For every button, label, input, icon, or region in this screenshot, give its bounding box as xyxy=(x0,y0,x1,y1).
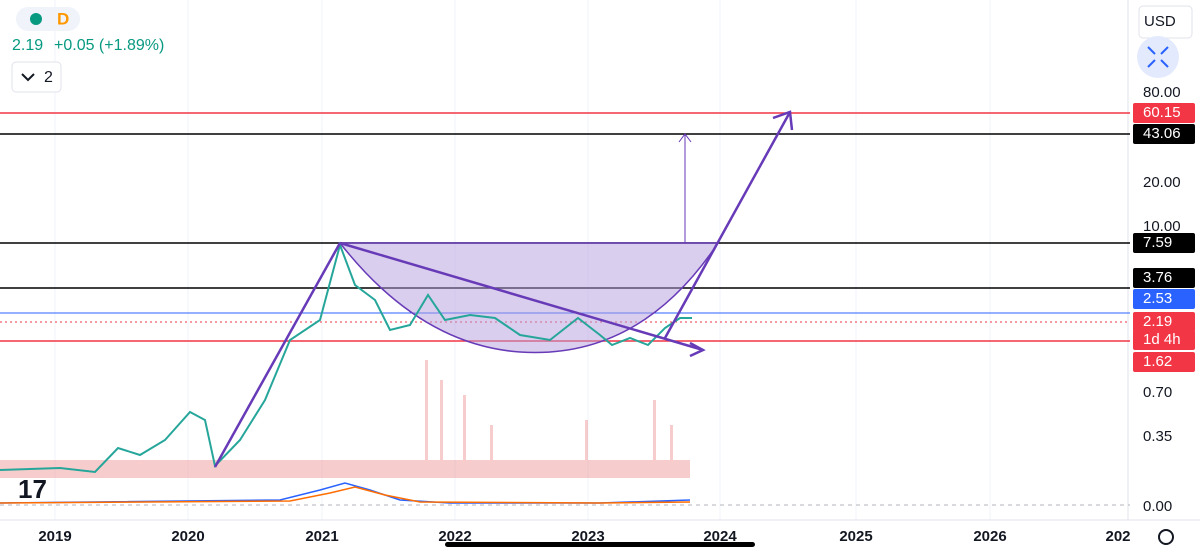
time-label: 2019 xyxy=(38,528,71,545)
layout-toggle[interactable] xyxy=(11,61,62,93)
price-label: 2.53 xyxy=(1143,290,1172,307)
time-label: 2023 xyxy=(571,528,604,545)
settings-icon[interactable] xyxy=(1158,529,1174,545)
price-series xyxy=(0,241,692,474)
price-label-box xyxy=(1133,289,1195,309)
price-label: 0.00 xyxy=(1143,498,1172,515)
time-label: 2020 xyxy=(171,528,204,545)
target-arrow xyxy=(678,133,692,243)
time-label: 2026 xyxy=(973,528,1006,545)
price-label: 2.19 xyxy=(1143,313,1172,330)
symbol-pill[interactable] xyxy=(16,7,80,31)
price-label-box xyxy=(1133,124,1195,144)
time-label: 2021 xyxy=(305,528,338,545)
currency: USD xyxy=(1144,13,1176,30)
volume xyxy=(0,360,690,478)
logo: 17 xyxy=(18,474,47,504)
price-label-box xyxy=(1133,233,1195,253)
time-label: 2025 xyxy=(839,528,872,545)
price-label: 80.00 xyxy=(1143,84,1181,101)
price-axis: 080.0060.1543.0620.0010.007.593.762.532.… xyxy=(1133,43,1195,515)
price-label: 0.70 xyxy=(1143,384,1172,401)
price-label: 0.35 xyxy=(1143,428,1172,445)
time-label: 2024 xyxy=(703,528,737,545)
price-label: 7.59 xyxy=(1143,234,1172,251)
price-label: 60.15 xyxy=(1143,104,1181,121)
price-label: 43.06 xyxy=(1143,125,1181,142)
time-axis: 2019 2020 2021 2022 2023 2024 2025 2026 202 xyxy=(38,528,1130,545)
price: 2.19 xyxy=(12,37,43,54)
price-label: 3.76 xyxy=(1143,269,1172,286)
price-label-box xyxy=(1133,268,1195,288)
collapse-icon xyxy=(1147,46,1169,68)
price-label: 10.00 xyxy=(1143,218,1181,235)
price-label: 1d 4h xyxy=(1143,331,1181,348)
price-label-box xyxy=(1133,103,1195,123)
status-dot xyxy=(30,13,42,25)
change: +0.05 (+1.89%) xyxy=(54,37,164,54)
collapse-button[interactable] xyxy=(1137,36,1179,78)
layout-count: 2 xyxy=(44,69,53,86)
price-label-box xyxy=(1133,330,1195,350)
time-label: 202 xyxy=(1105,528,1130,545)
price-label: 20.00 xyxy=(1143,174,1181,191)
price-label: 1.62 xyxy=(1143,353,1172,370)
home-indicator xyxy=(445,542,755,547)
trend-arrows xyxy=(213,110,794,468)
signal-line xyxy=(0,486,691,504)
time-label: 2022 xyxy=(438,528,471,545)
price-label-box xyxy=(1133,352,1195,372)
macd-line xyxy=(0,482,691,504)
price-label-box xyxy=(1133,312,1195,332)
badge: D xyxy=(57,9,69,28)
chevron xyxy=(21,73,35,82)
